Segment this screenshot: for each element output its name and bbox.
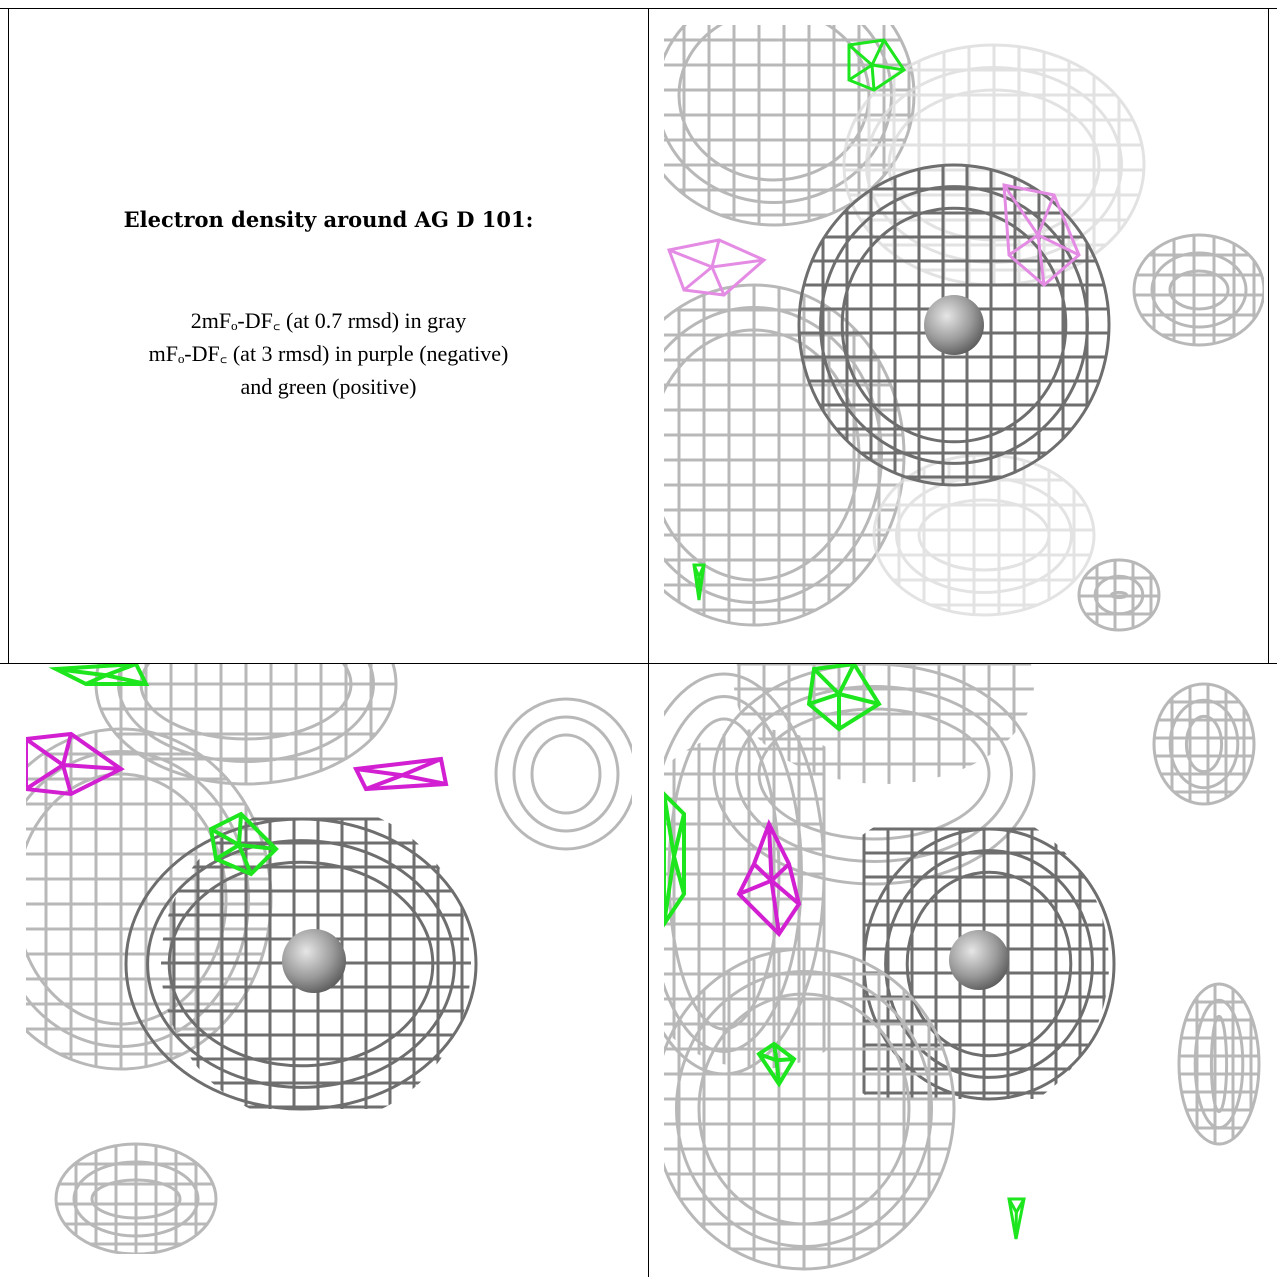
mesh-right-bottom	[1177, 982, 1261, 1146]
border-middle	[648, 8, 649, 1277]
legend-line-colors: and green (positive)	[240, 374, 417, 399]
density-view-1-svg	[664, 25, 1264, 632]
figure-legend: 2mFₒ-DF꜀ (at 0.7 rmsd) in gray mFₒ-DF꜀ (…	[149, 304, 509, 403]
mesh-lower-center	[872, 453, 1096, 617]
mesh-right-top	[1152, 682, 1256, 806]
positive-cage-2	[692, 563, 706, 601]
figure-title: Electron density around AG D 101:	[123, 207, 534, 232]
border-row	[0, 663, 1277, 664]
legend-line-fo: mFₒ-DF꜀ (at 3 rmsd) in purple (negative)	[148, 341, 509, 366]
negative-cage-1	[1002, 183, 1081, 287]
density-view-3	[664, 664, 1268, 1277]
legend-line-2fo: 2mFₒ-DF꜀ (at 0.7 rmsd) in gray	[190, 308, 467, 333]
border-top	[0, 8, 1277, 9]
border-right	[1268, 8, 1269, 663]
density-view-3-svg	[664, 664, 1261, 1271]
positive-cage-4	[1007, 1197, 1026, 1240]
positive-cage-1	[208, 811, 279, 877]
density-view-1	[664, 25, 1264, 637]
positive-cage-1	[806, 664, 882, 732]
silver-atom-3	[949, 930, 1009, 990]
negative-cage-2	[352, 756, 449, 792]
positive-cage-2	[664, 791, 686, 928]
mesh-bottom-right	[1077, 558, 1161, 632]
positive-cage-1	[847, 38, 907, 92]
negative-cage-1	[26, 731, 125, 797]
negative-cage-2	[666, 238, 767, 297]
density-view-2	[26, 664, 632, 1254]
silver-atom-2	[282, 929, 346, 993]
density-view-2-svg	[26, 664, 632, 1254]
mesh-bottom	[54, 1142, 218, 1254]
caption-cell: Electron density around AG D 101: 2mFₒ-D…	[9, 9, 648, 663]
mesh-left	[26, 727, 273, 1071]
silver-atom-1	[924, 295, 984, 355]
mesh-lower	[664, 947, 956, 1271]
mesh-right	[1132, 233, 1264, 347]
mesh-lower-left	[664, 283, 906, 627]
mesh-left	[664, 672, 826, 1076]
border-left	[8, 8, 9, 663]
negative-cage-1	[736, 819, 802, 938]
positive-cage-3	[756, 1041, 797, 1088]
mesh-right	[494, 697, 632, 851]
positive-cage-2	[48, 664, 150, 686]
